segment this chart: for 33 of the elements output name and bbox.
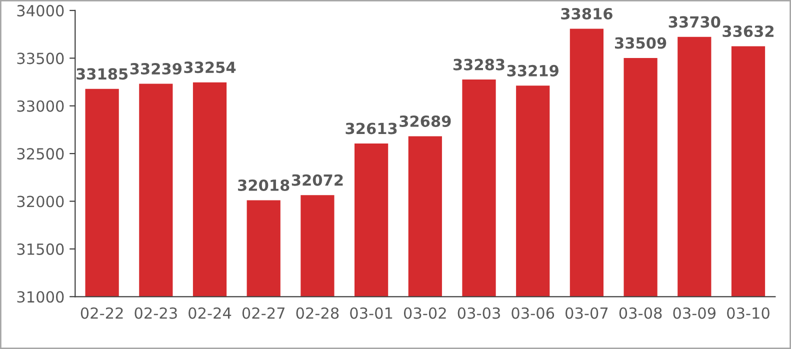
y-tick-label: 31500: [17, 243, 64, 255]
y-tick-label: 31000: [17, 291, 64, 303]
x-tick-label: 02-28: [296, 307, 339, 319]
data-label: 33185: [76, 68, 128, 80]
x-tick-label: 03-10: [727, 307, 770, 319]
x-tick-label: 02-27: [242, 307, 285, 319]
data-label: 33254: [184, 62, 236, 74]
y-tick-label: 32000: [17, 196, 64, 208]
x-tick-label: 03-06: [512, 307, 554, 319]
x-tick-label: 03-09: [673, 307, 716, 319]
data-label: 33239: [130, 62, 182, 75]
y-tick-label: 34000: [17, 4, 64, 16]
x-tick-label: 03-02: [404, 307, 446, 319]
y-tick-label: 33000: [17, 100, 64, 112]
data-label: 32072: [292, 174, 343, 186]
x-tick-label: 03-03: [458, 307, 500, 319]
data-label: 33730: [668, 16, 720, 28]
x-tick-label: 03-08: [619, 307, 662, 319]
data-label: 32018: [238, 179, 290, 192]
x-tick-label: 03-07: [566, 307, 608, 319]
x-tick-label: 02-22: [80, 307, 123, 319]
data-label: 33632: [722, 26, 774, 38]
x-tick-label: 02-24: [188, 307, 232, 319]
data-label: 33283: [453, 58, 504, 70]
x-tick-label: 02-23: [134, 307, 177, 319]
x-tick-label: 03-01: [350, 307, 392, 319]
data-label: 32689: [400, 115, 451, 128]
data-label: 33509: [615, 37, 666, 49]
data-label: 32613: [346, 122, 397, 134]
y-tick-label: 32500: [17, 148, 64, 160]
data-label: 33219: [507, 64, 558, 76]
data-label: 33816: [561, 8, 612, 20]
y-tick-label: 33500: [17, 52, 64, 64]
